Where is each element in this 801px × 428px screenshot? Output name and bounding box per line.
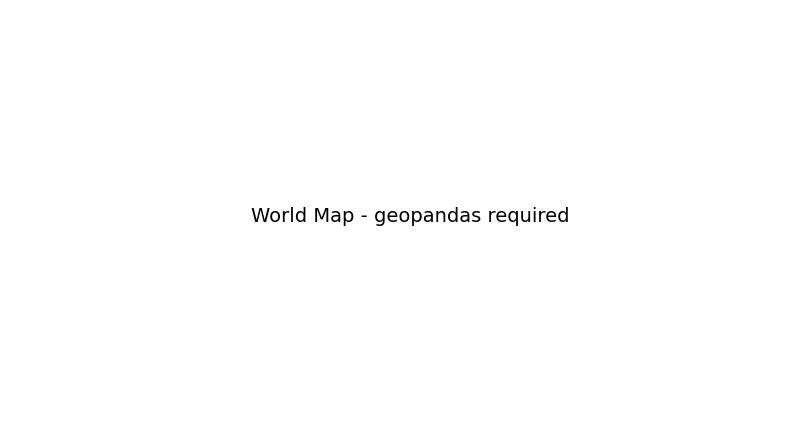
Text: World Map - geopandas required: World Map - geopandas required (252, 207, 570, 226)
